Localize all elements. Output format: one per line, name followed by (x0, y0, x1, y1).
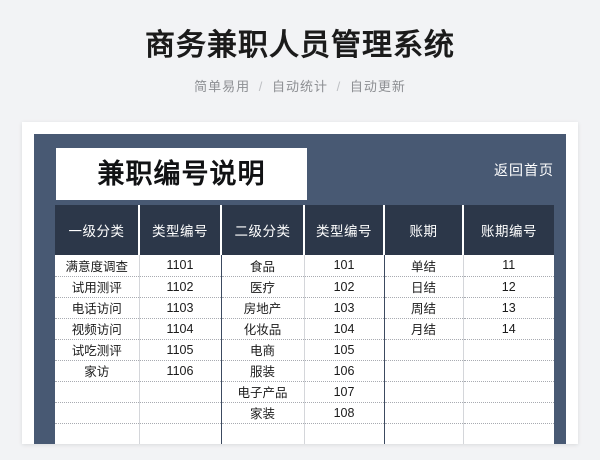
table-cell[interactable]: 1104 (139, 318, 222, 340)
table-cell[interactable] (463, 381, 554, 403)
table-cell[interactable] (55, 423, 140, 444)
table-cell[interactable]: 电话访问 (55, 297, 140, 319)
table-cell[interactable] (384, 402, 464, 424)
table-row[interactable]: 电子产品 107 (55, 381, 554, 403)
table-cell[interactable] (384, 339, 464, 361)
content-card: 兼职编号说明 返回首页 一级分类 类型编号 二级分类 类型编号 账期 账期 (22, 122, 578, 444)
table-cell[interactable]: 1103 (139, 297, 222, 319)
table-cell[interactable]: 月结 (384, 318, 464, 340)
table-cell[interactable]: 1106 (139, 360, 222, 382)
table-cell[interactable]: 1101 (139, 255, 222, 277)
table-cell[interactable] (139, 423, 222, 444)
table-cell[interactable]: 周结 (384, 297, 464, 319)
table-row[interactable]: 满意度调查 1101 食品 101 单结 11 (55, 255, 554, 277)
table-row[interactable]: 家装 108 (55, 402, 554, 424)
table-row[interactable] (55, 423, 554, 444)
table-cell[interactable]: 106 (304, 360, 385, 382)
table-cell[interactable]: 电商 (221, 339, 305, 361)
column-header-secondary-category: 二级分类 (221, 205, 305, 255)
table-cell[interactable] (304, 423, 385, 444)
table-cell[interactable] (221, 423, 305, 444)
table-cell[interactable] (384, 381, 464, 403)
table-cell[interactable]: 食品 (221, 255, 305, 277)
subtitle-separator-1: / (258, 79, 264, 94)
table-cell[interactable]: 103 (304, 297, 385, 319)
table-cell[interactable]: 电子产品 (221, 381, 305, 403)
table-cell[interactable]: 13 (463, 297, 554, 319)
table-row[interactable]: 家访 1106 服装 106 (55, 360, 554, 382)
table-cell[interactable]: 房地产 (221, 297, 305, 319)
page-title: 商务兼职人员管理系统 (145, 29, 455, 62)
table-cell[interactable]: 14 (463, 318, 554, 340)
table-cell[interactable]: 105 (304, 339, 385, 361)
table-cell[interactable]: 11 (463, 255, 554, 277)
column-header-settlement: 账期 (384, 205, 464, 255)
table-cell[interactable]: 12 (463, 276, 554, 298)
table-cell[interactable]: 101 (304, 255, 385, 277)
panel-title-box: 兼职编号说明 (56, 148, 307, 200)
table-cell[interactable] (463, 402, 554, 424)
table-row[interactable]: 电话访问 1103 房地产 103 周结 13 (55, 297, 554, 319)
table-cell[interactable] (463, 423, 554, 444)
table-cell[interactable] (139, 381, 222, 403)
table-cell[interactable]: 1105 (139, 339, 222, 361)
table-cell[interactable] (384, 423, 464, 444)
subtitle-part-1: 简单易用 (194, 79, 251, 94)
table-cell[interactable]: 化妆品 (221, 318, 305, 340)
column-header-primary-code: 类型编号 (139, 205, 222, 255)
panel-title: 兼职编号说明 (97, 159, 266, 189)
panel-header: 兼职编号说明 返回首页 (34, 134, 566, 204)
table-cell[interactable]: 日结 (384, 276, 464, 298)
table-row[interactable]: 视频访问 1104 化妆品 104 月结 14 (55, 318, 554, 340)
table-cell[interactable]: 107 (304, 381, 385, 403)
table-cell[interactable]: 试用测评 (55, 276, 140, 298)
table-row[interactable]: 试吃测评 1105 电商 105 (55, 339, 554, 361)
table-cell[interactable]: 单结 (384, 255, 464, 277)
table-cell[interactable]: 医疗 (221, 276, 305, 298)
table-cell[interactable]: 满意度调查 (55, 255, 140, 277)
code-reference-table: 一级分类 类型编号 二级分类 类型编号 账期 账期编号 满意度调查 1101 食品 1… (55, 205, 554, 444)
navy-panel: 兼职编号说明 返回首页 一级分类 类型编号 二级分类 类型编号 账期 账期 (34, 134, 566, 444)
subtitle-separator-2: / (336, 79, 342, 94)
table-body: 满意度调查 1101 食品 101 单结 11 试用测评 1102 医疗 102 日结 12 电话访问 1… (55, 255, 554, 444)
table-cell[interactable] (55, 381, 140, 403)
table-cell[interactable]: 家访 (55, 360, 140, 382)
table-cell[interactable]: 视频访问 (55, 318, 140, 340)
table-cell[interactable]: 104 (304, 318, 385, 340)
table-cell[interactable]: 服装 (221, 360, 305, 382)
table-cell[interactable]: 1102 (139, 276, 222, 298)
table-row[interactable]: 试用测评 1102 医疗 102 日结 12 (55, 276, 554, 298)
table-container[interactable]: 一级分类 类型编号 二级分类 类型编号 账期 账期编号 满意度调查 1101 食品 1… (55, 205, 554, 444)
table-cell[interactable]: 102 (304, 276, 385, 298)
column-header-secondary-code: 类型编号 (304, 205, 385, 255)
table-header-row: 一级分类 类型编号 二级分类 类型编号 账期 账期编号 (55, 205, 554, 255)
page-subtitle: 简单易用 / 自动统计 / 自动更新 (0, 78, 600, 96)
page-header: 商务兼职人员管理系统 简单易用 / 自动统计 / 自动更新 (0, 0, 600, 96)
column-header-settlement-code: 账期编号 (463, 205, 554, 255)
subtitle-part-2: 自动统计 (271, 79, 328, 94)
table-cell[interactable] (139, 402, 222, 424)
table-cell[interactable] (463, 339, 554, 361)
table-cell[interactable]: 108 (304, 402, 385, 424)
table-cell[interactable] (463, 360, 554, 382)
table-cell[interactable]: 家装 (221, 402, 305, 424)
table-cell[interactable]: 试吃测评 (55, 339, 140, 361)
column-header-primary-category: 一级分类 (55, 205, 140, 255)
table-cell[interactable] (384, 360, 464, 382)
subtitle-part-3: 自动更新 (349, 79, 406, 94)
return-home-link[interactable]: 返回首页 (494, 162, 554, 178)
table-cell[interactable] (55, 402, 140, 424)
